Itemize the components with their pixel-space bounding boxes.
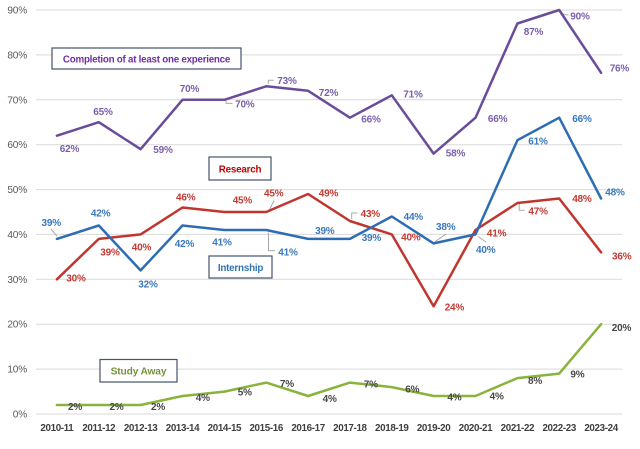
svg-text:39%: 39% [362, 233, 382, 244]
svg-text:45%: 45% [264, 188, 284, 199]
svg-text:62%: 62% [60, 144, 80, 155]
svg-text:38%: 38% [436, 222, 456, 233]
svg-text:48%: 48% [572, 194, 592, 205]
svg-text:4%: 4% [323, 394, 337, 405]
svg-text:7%: 7% [280, 379, 294, 390]
svg-text:2014-15: 2014-15 [208, 423, 242, 434]
svg-text:7%: 7% [364, 380, 378, 391]
svg-text:40%: 40% [476, 245, 496, 256]
svg-text:2018-19: 2018-19 [375, 423, 409, 434]
svg-text:2023-24: 2023-24 [584, 423, 618, 434]
svg-text:2%: 2% [109, 402, 123, 413]
svg-text:40%: 40% [7, 230, 27, 241]
svg-text:20%: 20% [7, 320, 27, 331]
svg-text:70%: 70% [180, 84, 200, 95]
svg-text:2%: 2% [151, 402, 165, 413]
svg-text:45%: 45% [233, 196, 253, 207]
svg-text:2017-18: 2017-18 [333, 423, 367, 434]
svg-text:90%: 90% [570, 12, 590, 23]
svg-text:2019-20: 2019-20 [417, 423, 451, 434]
svg-text:46%: 46% [176, 193, 196, 204]
svg-text:30%: 30% [7, 275, 27, 286]
svg-text:70%: 70% [235, 100, 255, 111]
svg-text:2021-22: 2021-22 [501, 423, 535, 434]
svg-text:40%: 40% [401, 233, 421, 244]
svg-text:43%: 43% [361, 209, 381, 220]
svg-text:48%: 48% [605, 187, 625, 198]
svg-text:87%: 87% [524, 27, 544, 38]
svg-text:4%: 4% [196, 393, 210, 404]
svg-text:42%: 42% [91, 209, 111, 220]
svg-text:32%: 32% [138, 280, 158, 291]
svg-text:2015-16: 2015-16 [249, 423, 283, 434]
svg-text:6%: 6% [405, 384, 419, 395]
svg-text:58%: 58% [446, 149, 466, 160]
svg-text:73%: 73% [277, 76, 297, 87]
svg-text:36%: 36% [612, 252, 632, 263]
svg-text:70%: 70% [7, 95, 27, 106]
svg-text:41%: 41% [212, 238, 232, 249]
svg-text:72%: 72% [319, 88, 339, 99]
svg-text:90%: 90% [7, 6, 27, 17]
svg-text:9%: 9% [570, 370, 584, 381]
svg-text:2010-11: 2010-11 [40, 423, 74, 434]
svg-text:60%: 60% [7, 140, 27, 151]
svg-text:39%: 39% [100, 248, 120, 259]
svg-text:0%: 0% [13, 410, 27, 421]
svg-text:Research: Research [219, 164, 262, 175]
svg-text:2013-14: 2013-14 [166, 423, 200, 434]
svg-text:76%: 76% [610, 63, 630, 74]
svg-text:47%: 47% [528, 207, 548, 218]
svg-text:Internship: Internship [218, 263, 264, 274]
svg-text:4%: 4% [447, 393, 461, 404]
svg-text:65%: 65% [93, 107, 113, 118]
svg-text:40%: 40% [132, 243, 152, 254]
svg-text:66%: 66% [572, 114, 592, 125]
svg-text:39%: 39% [315, 226, 335, 237]
svg-text:2011-12: 2011-12 [82, 423, 116, 434]
svg-text:61%: 61% [528, 137, 548, 148]
svg-text:2020-21: 2020-21 [459, 423, 493, 434]
svg-text:30%: 30% [66, 274, 86, 285]
svg-text:20%: 20% [612, 323, 632, 334]
svg-text:49%: 49% [319, 189, 339, 200]
svg-text:2022-23: 2022-23 [542, 423, 576, 434]
svg-text:44%: 44% [404, 212, 424, 223]
svg-text:42%: 42% [175, 239, 195, 250]
svg-text:8%: 8% [528, 376, 542, 387]
svg-text:4%: 4% [490, 392, 504, 403]
svg-text:41%: 41% [487, 229, 507, 240]
svg-text:66%: 66% [361, 115, 381, 126]
svg-text:39%: 39% [41, 218, 61, 229]
svg-text:2%: 2% [68, 402, 82, 413]
svg-text:2016-17: 2016-17 [291, 423, 325, 434]
svg-text:41%: 41% [278, 248, 298, 259]
svg-text:71%: 71% [403, 90, 423, 101]
svg-text:2012-13: 2012-13 [124, 423, 158, 434]
svg-text:80%: 80% [7, 50, 27, 61]
svg-text:24%: 24% [445, 302, 465, 313]
svg-text:5%: 5% [238, 388, 252, 399]
svg-text:Study Away: Study Away [111, 367, 167, 378]
svg-text:59%: 59% [153, 145, 173, 156]
svg-text:Completion of at least one exp: Completion of at least one experience [63, 54, 231, 65]
svg-text:66%: 66% [488, 114, 508, 125]
svg-text:10%: 10% [7, 365, 27, 376]
svg-text:50%: 50% [7, 185, 27, 196]
